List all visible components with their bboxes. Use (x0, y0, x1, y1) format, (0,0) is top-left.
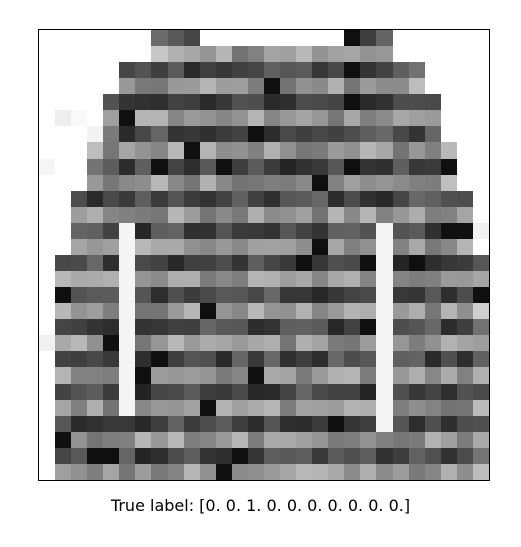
sweater-pixel-image (39, 30, 489, 480)
sample-image-frame (38, 29, 490, 481)
true-label-caption: True label: [0. 0. 1. 0. 0. 0. 0. 0. 0. … (110, 496, 411, 515)
